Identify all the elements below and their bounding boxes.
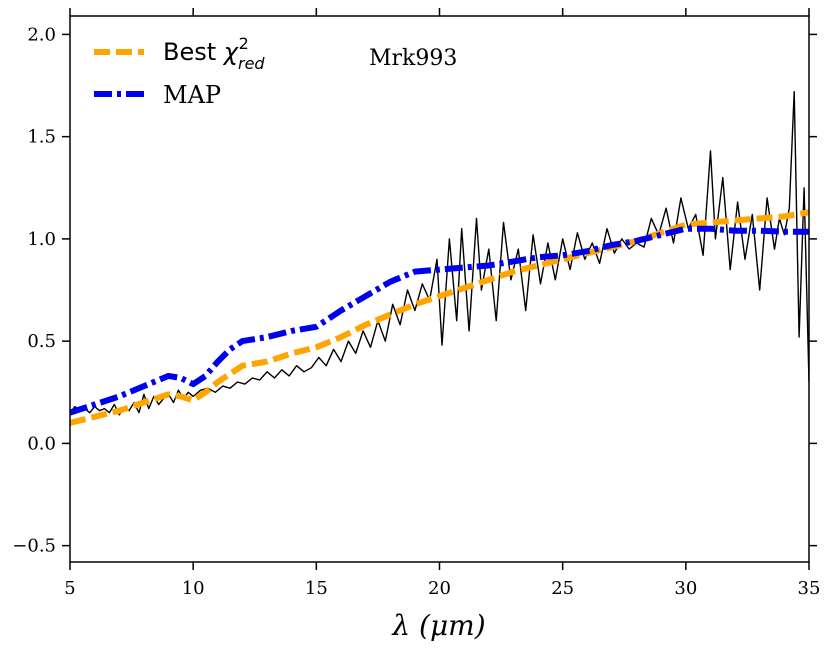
x-tick-label: 25 — [551, 578, 574, 599]
y-tick-label: 1.0 — [27, 229, 56, 250]
x-tick-label: 5 — [64, 578, 75, 599]
x-tick-label: 20 — [428, 578, 451, 599]
legend: Best χred2 MAP — [94, 34, 265, 109]
y-tick-label: −0.5 — [12, 536, 56, 557]
legend-label-map: MAP — [163, 81, 221, 109]
y-tick-label: 2.0 — [27, 24, 56, 45]
galaxy-name-annotation: Mrk993 — [369, 46, 457, 71]
x-tick-label: 15 — [305, 578, 328, 599]
x-tick-label: 30 — [674, 578, 697, 599]
series-layer — [70, 90, 809, 426]
x-axis-label-text: λ (μm) — [391, 609, 485, 642]
y-tick-label: 0.5 — [27, 331, 56, 352]
x-tick-label: 35 — [798, 578, 821, 599]
x-axis-label: λ (μm) — [391, 609, 485, 642]
x-tick-label: 10 — [182, 578, 205, 599]
legend-label-best-fit: Best χred2 — [163, 34, 265, 73]
series-line-1 — [70, 209, 809, 426]
series-line-0 — [70, 90, 809, 416]
y-tick-label: 1.5 — [27, 127, 56, 148]
tick-layer: 5 10 15 20 25 30 35 −0.5 0.0 0.5 1.0 1.5 2.0 — [12, 8, 820, 599]
series-line-2 — [70, 225, 809, 416]
legend-label-best-text: Best — [163, 38, 216, 66]
y-tick-label: 0.0 — [27, 433, 56, 454]
